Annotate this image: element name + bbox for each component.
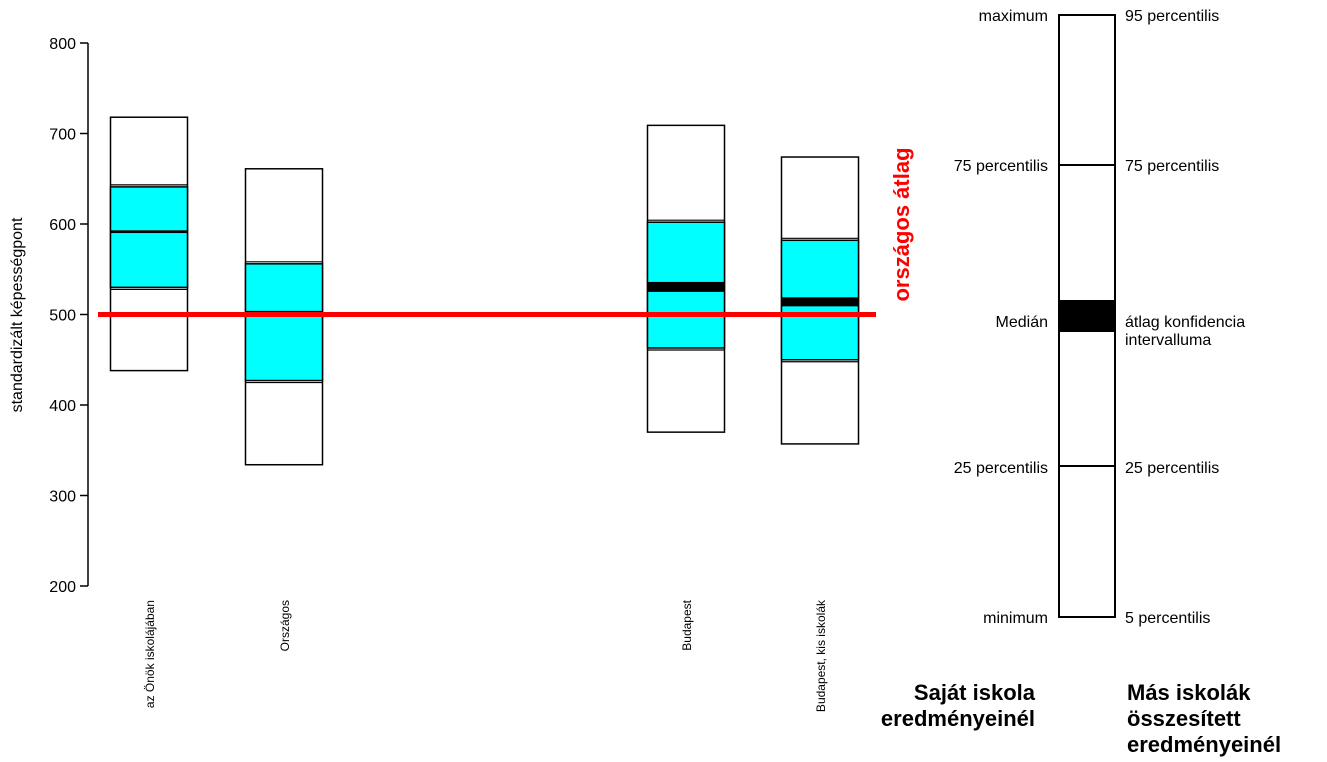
legend-right-p95: 95 percentilis (1125, 8, 1219, 25)
legend-right-ci-line1: átlag konfidencia (1125, 314, 1245, 331)
x-category-label: az Önök iskolájában (143, 600, 157, 708)
x-axis-labels: az Önök iskolájában Országos Budapest Budap… (143, 599, 828, 712)
legend-ci-band (1059, 300, 1115, 332)
caption-right-line3: eredményeinél (1127, 732, 1281, 757)
caption-left-line1: Saját iskola (914, 680, 1036, 705)
legend-left-p25: 25 percentilis (954, 460, 1048, 477)
reference-line-label: országos átlag (889, 147, 914, 301)
legend-left-max: maximum (979, 8, 1048, 25)
caption-left-line2: eredményeinél (881, 706, 1035, 731)
legend-left-p75: 75 percentilis (954, 158, 1048, 175)
x-category-label: Budapest (680, 599, 694, 650)
box-iqr (109, 186, 189, 289)
box-0 (109, 116, 189, 372)
legend-left-min: minimum (983, 610, 1048, 627)
box-iqr (244, 263, 324, 382)
legend-right-ci-line2: intervalluma (1125, 332, 1211, 349)
box-mean-ci (781, 297, 859, 307)
y-tick-label: 200 (49, 579, 76, 596)
box-mean-ci (110, 230, 188, 234)
x-category-label: Budapest, kis iskolák (814, 599, 828, 712)
box-2 (646, 124, 726, 433)
y-tick-label: 700 (49, 127, 76, 144)
y-axis-ticks: 200 300 400 500 600 700 800 (49, 36, 88, 596)
boxes-group (109, 116, 860, 466)
y-axis-label: standardizált képességpont (9, 217, 26, 412)
y-tick-label: 800 (49, 36, 76, 53)
y-tick-label: 300 (49, 489, 76, 506)
caption-right-line2: összesített (1127, 706, 1241, 731)
y-tick-label: 400 (49, 398, 76, 415)
legend-left-median: Medián (996, 314, 1048, 331)
y-tick-label: 600 (49, 217, 76, 234)
x-category-label: Országos (278, 600, 292, 651)
box-mean-ci (647, 281, 725, 292)
legend-right-p75: 75 percentilis (1125, 158, 1219, 175)
legend-right-p5: 5 percentilis (1125, 610, 1210, 627)
y-tick-label: 500 (49, 308, 76, 325)
legend-right-p25: 25 percentilis (1125, 460, 1219, 477)
legend-schematic: maximum 75 percentilis Medián 25 percent… (881, 8, 1281, 757)
box-3 (780, 156, 860, 445)
caption-right-line1: Más iskolák (1127, 680, 1251, 705)
